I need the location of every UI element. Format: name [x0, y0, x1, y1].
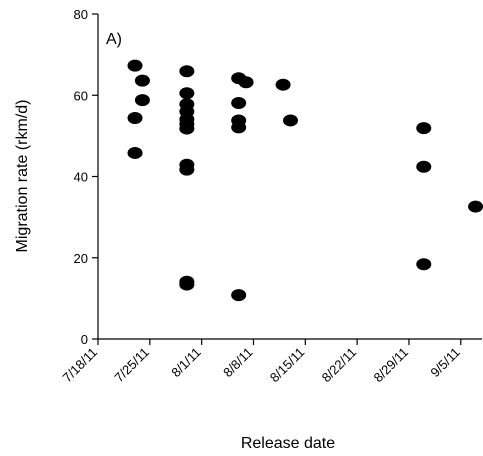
- data-point: [179, 87, 195, 100]
- data-point: [231, 121, 247, 134]
- data-point: [238, 76, 254, 89]
- x-tick-label: 7/18/11: [60, 345, 101, 386]
- data-points: [127, 59, 483, 302]
- data-point: [416, 160, 432, 173]
- panel-label: A): [106, 31, 122, 48]
- y-tick-label: 0: [81, 332, 88, 347]
- x-tick-label: 7/25/11: [111, 345, 152, 386]
- x-tick-label: 8/8/11: [220, 345, 255, 380]
- data-point: [416, 258, 432, 271]
- x-tick-label: 8/15/11: [267, 345, 308, 386]
- y-tick-label: 20: [74, 251, 88, 266]
- y-tick-label: 40: [74, 170, 88, 185]
- data-point: [231, 289, 247, 302]
- data-point: [179, 122, 195, 135]
- data-point: [127, 112, 143, 124]
- data-point: [231, 96, 247, 109]
- data-point: [127, 146, 143, 159]
- x-tick-label: 9/5/11: [427, 345, 462, 380]
- data-point: [179, 65, 195, 78]
- y-tick-label: 80: [74, 7, 88, 22]
- data-point: [127, 59, 143, 72]
- y-tick-label: 60: [74, 88, 88, 103]
- x-tick-label: 8/22/11: [319, 345, 360, 386]
- data-point: [468, 200, 483, 213]
- data-point: [179, 163, 195, 176]
- data-point: [134, 74, 150, 87]
- y-axis-title: Migration rate (rkm/d): [14, 100, 31, 253]
- x-tick-label: 8/29/11: [370, 345, 411, 386]
- data-point: [179, 278, 195, 291]
- data-point: [283, 114, 298, 127]
- data-point: [275, 78, 291, 91]
- data-point: [416, 122, 432, 135]
- axes: 0 20 40 60 80 7/18/11 7/25/11 8/1/11 8/8/11 8/15/…: [60, 7, 482, 385]
- x-axis-title: Release date: [241, 435, 335, 452]
- data-point: [134, 94, 150, 107]
- x-tick-label: 8/1/11: [168, 345, 203, 380]
